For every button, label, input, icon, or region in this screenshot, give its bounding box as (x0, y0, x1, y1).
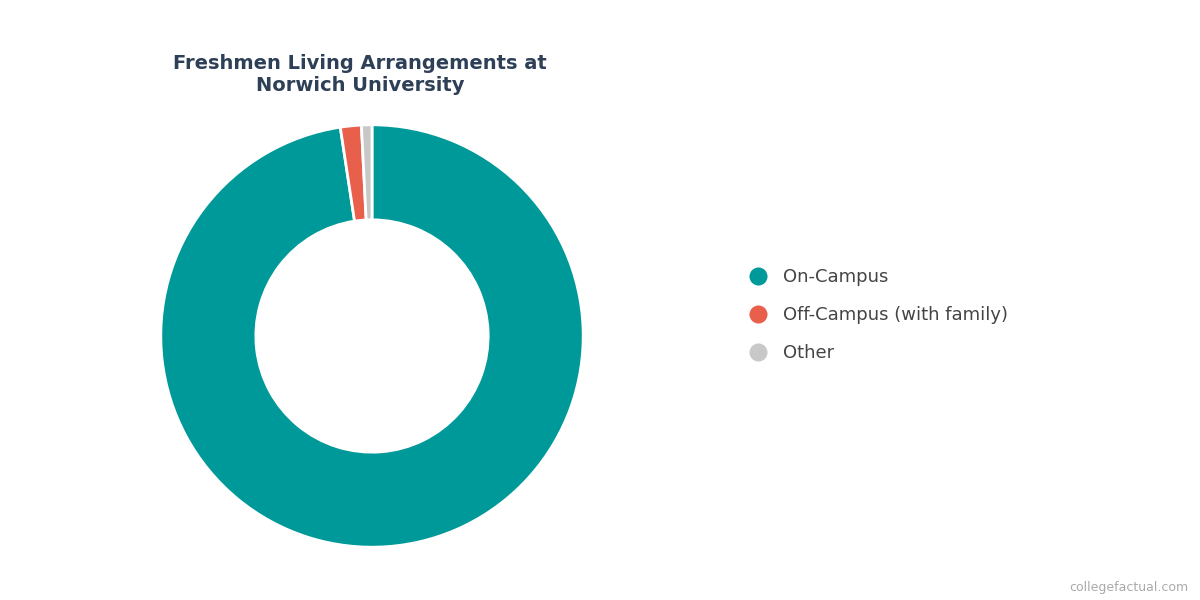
Text: 97.6%: 97.6% (338, 406, 406, 426)
Text: collegefactual.com: collegefactual.com (1069, 581, 1188, 594)
Wedge shape (341, 125, 366, 221)
Legend: On-Campus, Off-Campus (with family), Other: On-Campus, Off-Campus (with family), Oth… (730, 250, 1026, 380)
Wedge shape (361, 125, 372, 220)
Wedge shape (161, 125, 583, 547)
Text: Freshmen Living Arrangements at
Norwich University: Freshmen Living Arrangements at Norwich … (173, 54, 547, 95)
